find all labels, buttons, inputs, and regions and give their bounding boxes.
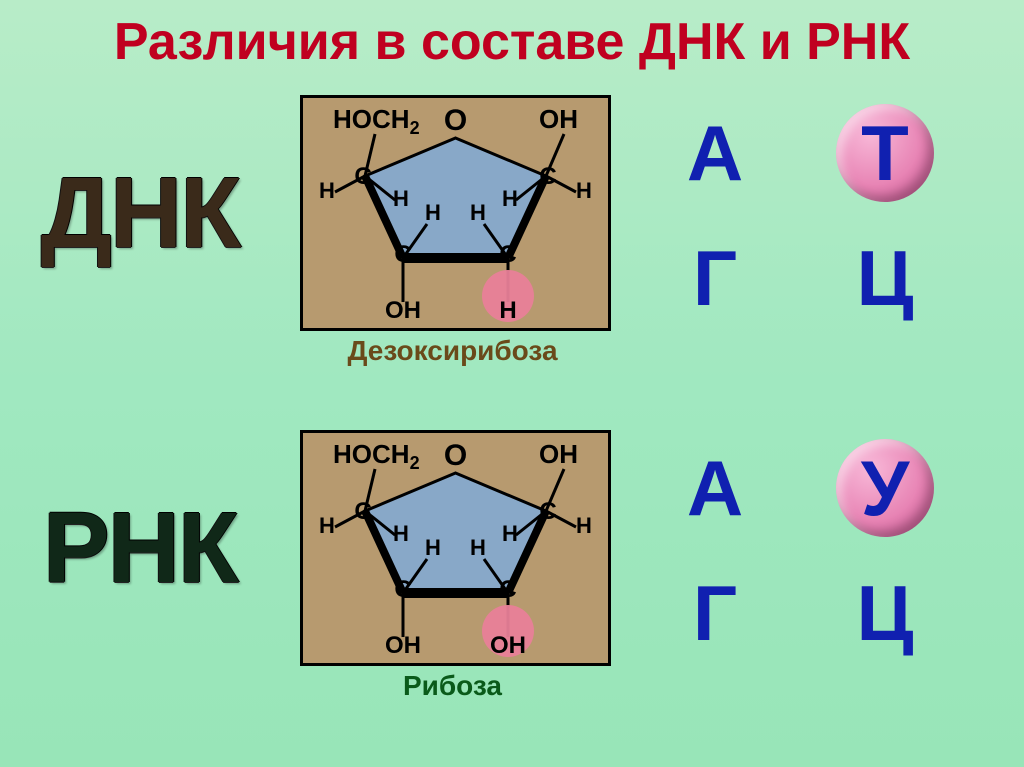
svg-text:H: H [319, 178, 335, 203]
slide: Различия в составе ДНК и РНК ДНК O HOCH2… [0, 0, 1024, 767]
ribose-diagram: O HOCH2 OH C C C C H H H H H H OH OH [300, 430, 611, 666]
svg-text:H: H [576, 513, 592, 538]
svg-text:OH: OH [385, 297, 421, 324]
svg-text:C: C [354, 498, 371, 525]
svg-text:H: H [470, 200, 486, 225]
base-letter: У [861, 449, 910, 527]
base-letter: Ц [857, 239, 914, 317]
svg-text:H: H [502, 521, 518, 546]
base-letter: А [687, 449, 743, 527]
dna-label: ДНК [0, 163, 280, 263]
base-letter: Т [861, 114, 909, 192]
svg-text:H: H [499, 297, 516, 324]
svg-text:H: H [425, 535, 441, 560]
svg-text:H: H [470, 535, 486, 560]
svg-text:OH: OH [385, 632, 421, 659]
svg-text:HOCH2: HOCH2 [333, 439, 420, 473]
svg-text:OH: OH [539, 439, 578, 469]
svg-text:C: C [499, 576, 516, 603]
ribose-caption: Рибоза [300, 670, 605, 702]
svg-text:O: O [444, 439, 467, 472]
dna-bases: А Т Г Ц [630, 105, 1010, 325]
svg-text:C: C [539, 163, 556, 190]
rna-bases: А У Г Ц [630, 440, 1010, 660]
deoxyribose-diagram: O HOCH2 OH C C C C H H H H H H OH H [300, 95, 611, 331]
svg-text:C: C [499, 241, 516, 268]
base-letter: Г [693, 574, 737, 652]
svg-text:OH: OH [490, 632, 526, 659]
svg-text:O: O [444, 104, 467, 137]
svg-text:C: C [354, 163, 371, 190]
rna-label: РНК [0, 498, 280, 598]
svg-text:H: H [576, 178, 592, 203]
svg-text:OH: OH [539, 104, 578, 134]
svg-text:C: C [539, 498, 556, 525]
svg-text:H: H [319, 513, 335, 538]
svg-text:H: H [393, 186, 409, 211]
svg-text:C: C [394, 241, 411, 268]
base-letter: Г [693, 239, 737, 317]
slide-title: Различия в составе ДНК и РНК [0, 12, 1024, 72]
base-letter: Ц [857, 574, 914, 652]
svg-text:H: H [425, 200, 441, 225]
svg-text:H: H [393, 521, 409, 546]
svg-text:H: H [502, 186, 518, 211]
base-letter: А [687, 114, 743, 192]
svg-text:HOCH2: HOCH2 [333, 104, 420, 138]
deoxyribose-caption: Дезоксирибоза [300, 335, 605, 367]
svg-text:C: C [394, 576, 411, 603]
title-text: Различия в составе ДНК и РНК [114, 13, 910, 71]
